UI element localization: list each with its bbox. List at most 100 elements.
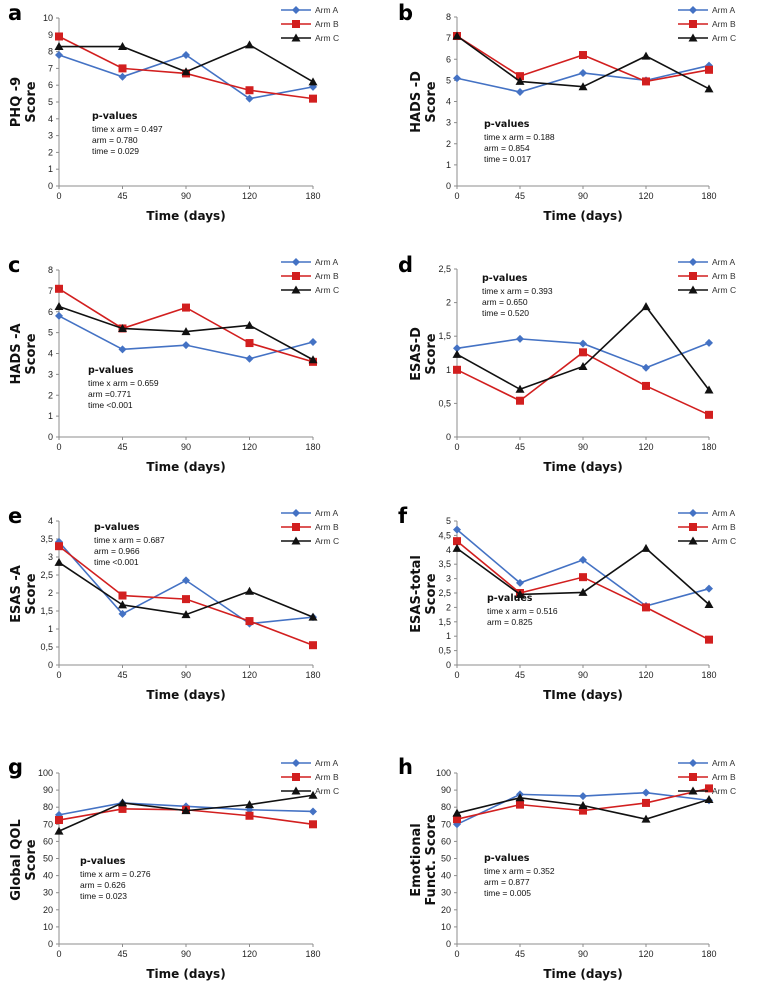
x-tick-label: 90 (578, 442, 588, 452)
arm-c-point (54, 557, 64, 566)
y-tick-label: 2,5 (438, 264, 451, 274)
x-tick-label: 120 (638, 949, 653, 959)
y-tick-label: 10 (441, 922, 451, 932)
panel-f: f 0 0,5 1 1,5 2 2,5 3 3,5 4 4,5 5 0 45 90 120 180 TIme (d… (398, 504, 736, 702)
arm-b-point (118, 591, 127, 600)
arm-c-point (54, 42, 64, 51)
y-tick-label: 2,5 (40, 570, 53, 580)
arm-c-point (578, 82, 588, 91)
y-axis-label-line: Score (24, 333, 39, 374)
y-tick-label: 70 (43, 819, 53, 829)
y-tick-label: 60 (441, 836, 451, 846)
x-tick-label: 120 (242, 949, 257, 959)
p-values-heading: p-values (484, 119, 530, 130)
y-axis-label-line: Score (424, 333, 439, 374)
y-axis-label-line: Score (24, 81, 39, 122)
arm-c-point (688, 786, 698, 795)
arm-a-point (453, 525, 461, 534)
arm-c-point (291, 786, 301, 795)
x-tick-label: 90 (578, 191, 588, 201)
y-tick-label: 50 (43, 854, 53, 864)
arm-c-point (181, 610, 191, 619)
series-line-arm-c (58, 561, 314, 618)
legend: Arm A Arm B Arm C (678, 5, 736, 43)
arm-c-point (245, 320, 254, 329)
y-tick-label: 5 (48, 97, 53, 107)
arm-a-point (579, 68, 587, 77)
y-axis-label: HADS -DScore (409, 71, 439, 133)
arm-a-point (642, 788, 650, 797)
y-tick-label: 3 (48, 369, 53, 379)
y-tick-label: 2 (446, 298, 451, 308)
legend-label: Arm A (712, 5, 735, 15)
series-line-arm-c (456, 305, 710, 391)
arm-c-point (54, 826, 64, 835)
x-tick-label: 45 (117, 442, 127, 452)
arm-b-point (245, 86, 254, 95)
x-tick-label: 180 (305, 442, 320, 452)
p-value-line: arm = 0.854 (484, 143, 530, 153)
arm-b-point (309, 820, 317, 829)
legend-label: Arm B (712, 772, 736, 782)
arm-c-point (181, 806, 191, 815)
y-tick-label: 2 (48, 588, 53, 598)
arm-a-point (55, 50, 63, 59)
arm-b-point (245, 339, 254, 348)
arm-a-point (309, 807, 317, 816)
x-axis-label: Time (days) (146, 967, 225, 981)
y-tick-label: 2 (446, 602, 451, 612)
p-values-heading: p-values (94, 522, 140, 533)
y-tick-label: 100 (436, 768, 451, 778)
y-axis-label-line: HADS -D (409, 71, 424, 133)
arm-b-point (579, 348, 587, 357)
arm-c-point (118, 798, 127, 807)
legend-label: Arm A (712, 257, 735, 267)
y-tick-label: 3,5 (40, 534, 53, 544)
y-tick-label: 2 (48, 390, 53, 400)
p-value-line: arm = 0.650 (482, 297, 528, 307)
y-axis-label: ESAS -AScore (9, 565, 39, 623)
y-tick-label: 0 (446, 939, 451, 949)
y-tick-label: 2,5 (438, 588, 451, 598)
series-line-arm-c (456, 35, 710, 90)
y-tick-label: 1,5 (40, 606, 53, 616)
arm-a-point (182, 576, 190, 585)
arm-a-point (245, 354, 254, 363)
x-tick-label: 0 (454, 442, 459, 452)
y-tick-label: 20 (43, 905, 53, 915)
legend: Arm A Arm B Arm C (678, 758, 736, 796)
y-tick-label: 10 (43, 13, 53, 23)
y-axis-label: ESAS-DScore (409, 327, 439, 381)
y-axis-label: HADS -AScore (9, 323, 39, 384)
arm-b-point (55, 32, 63, 41)
arm-b-point (689, 272, 697, 280)
arm-a-point (689, 258, 697, 266)
arm-c-point (688, 33, 698, 42)
arm-c-point (515, 76, 525, 85)
x-tick-label: 0 (454, 670, 459, 680)
arm-c-point (54, 302, 64, 311)
arm-c-point (578, 361, 588, 370)
arm-c-point (452, 543, 462, 552)
arm-c-point (641, 51, 651, 60)
p-value-line: time = 0.029 (92, 146, 139, 156)
legend-label: Arm C (712, 285, 736, 295)
arm-b-point (245, 617, 254, 626)
y-tick-label: 6 (48, 80, 53, 90)
p-value-line: time x arm = 0.393 (482, 286, 553, 296)
arm-b-point (453, 365, 461, 374)
y-tick-label: 3 (446, 574, 451, 584)
y-tick-label: 40 (43, 871, 53, 881)
y-tick-label: 8 (48, 47, 53, 57)
arm-c-point (641, 814, 651, 823)
x-tick-label: 90 (181, 442, 191, 452)
arm-c-point (688, 536, 698, 545)
panel-letter: c (8, 253, 20, 277)
y-tick-label: 4,5 (438, 530, 451, 540)
arm-a-point (309, 338, 317, 347)
arm-b-point (55, 542, 63, 551)
legend-label: Arm B (712, 19, 736, 29)
p-value-line: time x arm = 0.352 (484, 866, 555, 876)
